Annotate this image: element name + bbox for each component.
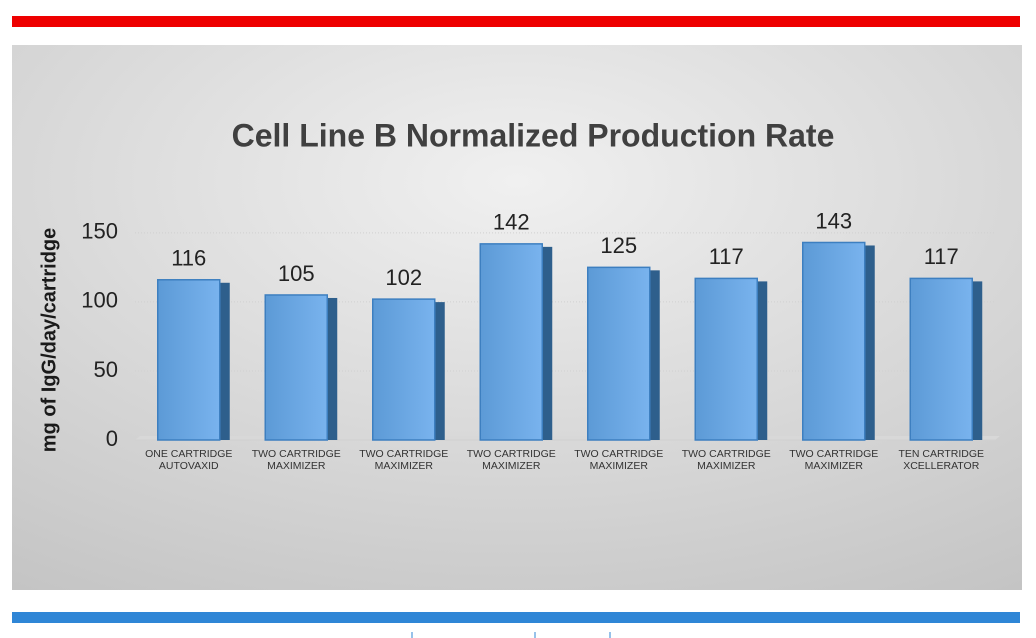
bottom-stripe <box>12 612 1020 623</box>
x-tick-label: TEN CARTRIDGE XCELLERATOR <box>898 448 985 472</box>
x-tick-label: ONE CARTRIDGE AUTOVAXID <box>145 448 233 472</box>
bar <box>694 277 758 441</box>
bar <box>802 241 866 441</box>
bar <box>479 243 543 441</box>
bar-side <box>757 281 768 440</box>
bar-side <box>327 297 338 440</box>
x-tick-label: TWO CARTRIDGE MAXIMIZER <box>251 448 341 472</box>
data-label: 125 <box>600 233 637 258</box>
y-tick-label: 100 <box>81 288 118 313</box>
bar <box>587 266 651 441</box>
y-axis-label: mg of IgG/day/cartridge <box>38 228 60 452</box>
data-label: 143 <box>815 208 852 233</box>
x-tick-label: TWO CARTRIDGE MAXIMIZER <box>574 448 664 472</box>
bar-side <box>972 281 983 440</box>
x-tick-label: TWO CARTRIDGE MAXIMIZER <box>789 448 879 472</box>
data-label: 142 <box>493 210 530 235</box>
bar-side <box>219 282 230 440</box>
bar-side <box>434 302 445 440</box>
bar-side <box>649 270 660 440</box>
y-tick-label: 50 <box>94 357 118 382</box>
data-label: 117 <box>709 244 744 269</box>
chart-title: Cell Line B Normalized Production Rate <box>232 117 835 153</box>
y-tick-label: 150 <box>81 219 118 244</box>
x-tick-label: TWO CARTRIDGE MAXIMIZER <box>681 448 771 472</box>
floor <box>135 436 1000 440</box>
data-label: 117 <box>924 244 959 269</box>
bar <box>909 277 973 441</box>
bar <box>372 298 436 441</box>
data-label: 102 <box>385 265 422 290</box>
x-tick-label: TWO CARTRIDGE MAXIMIZER <box>466 448 556 472</box>
data-label: 105 <box>278 261 315 286</box>
bar-side <box>542 246 553 440</box>
x-tick-label: TWO CARTRIDGE MAXIMIZER <box>359 448 449 472</box>
bar <box>157 279 221 441</box>
bar <box>264 294 328 441</box>
data-label: 116 <box>171 246 206 271</box>
top-stripe <box>12 16 1020 27</box>
y-tick-label: 0 <box>106 426 118 451</box>
bar-side <box>864 245 875 440</box>
